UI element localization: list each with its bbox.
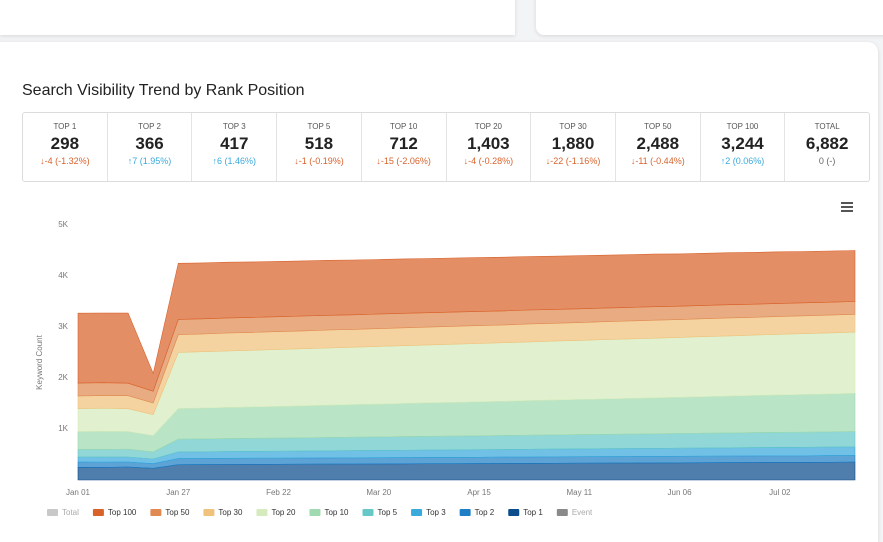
legend-swatch <box>47 509 58 516</box>
stat-change: -1 (-0.19%) <box>277 156 361 166</box>
legend-swatch <box>92 509 104 516</box>
area <box>77 250 856 392</box>
legend-label: Top 100 <box>108 508 137 517</box>
legend-label: Top 2 <box>475 508 495 517</box>
x-tick-label: Jun 06 <box>668 488 693 497</box>
top-left-panel <box>0 0 515 35</box>
legend-label: Total <box>62 508 79 517</box>
legend-swatch <box>150 509 162 516</box>
stat-change: 7 (1.95%) <box>108 156 192 166</box>
stat-value: 518 <box>304 134 334 153</box>
legend-label: Top 30 <box>218 508 243 517</box>
stat-label: TOP 5 <box>307 122 331 131</box>
y-axis-label: Keyword Count <box>35 334 44 389</box>
stat-box: TOP 30 1,880 -22 (-1.16%) <box>531 113 616 181</box>
legend-swatch <box>309 509 321 516</box>
legend-item[interactable]: Total <box>47 508 79 517</box>
legend-swatch <box>362 509 374 516</box>
legend-label: Top 50 <box>165 508 190 517</box>
x-tick-label: Mar 20 <box>366 488 391 497</box>
stat-value: 6,882 <box>805 134 849 153</box>
stat-label: TOP 50 <box>644 122 672 131</box>
stat-box: TOP 2 366 7 (1.95%) <box>108 113 193 181</box>
chart-title: Search Visibility Trend by Rank Position <box>22 82 305 99</box>
y-tick-label: 3K <box>58 322 68 331</box>
legend-label: Top 10 <box>324 508 349 517</box>
chart: 1K 2K 3K 4K 5K Keyword Count Jan 01 Jan 27 Feb 2… <box>35 202 856 517</box>
stat-change: -22 (-1.16%) <box>531 156 615 166</box>
stat-change: 6 (1.46%) <box>192 156 276 166</box>
legend-swatch <box>411 509 423 516</box>
stat-change: -11 (-0.44%) <box>616 156 700 166</box>
legend-item[interactable]: Top 20 <box>256 508 296 517</box>
stat-change: 2 (0.06%) <box>701 156 785 166</box>
stat-label: TOP 100 <box>726 122 759 131</box>
legend-item[interactable]: Top 10 <box>309 508 349 517</box>
stat-label: TOP 30 <box>559 122 587 131</box>
stat-box: TOTAL 6,882 0 (-) <box>785 113 869 181</box>
stat-label: TOP 3 <box>222 122 246 131</box>
x-tick-label: Apr 15 <box>467 488 491 497</box>
x-tick-label: Jul 02 <box>769 488 791 497</box>
legend-item[interactable]: Event <box>556 508 593 517</box>
stat-value: 2,488 <box>636 134 680 153</box>
x-tick-label: Jan 01 <box>66 488 91 497</box>
stat-value: 1,403 <box>467 134 510 153</box>
y-tick-label: 4K <box>58 271 68 280</box>
legend-label: Event <box>572 508 593 517</box>
x-tick-label: Jan 27 <box>166 488 191 497</box>
legend-item[interactable]: Top 2 <box>459 508 495 517</box>
stat-value: 3,244 <box>721 134 764 153</box>
y-tick-label: 2K <box>58 373 68 382</box>
stat-change: -4 (-0.28%) <box>447 156 531 166</box>
x-tick-label: Feb 22 <box>266 488 291 497</box>
stat-change: -15 (-2.06%) <box>362 156 446 166</box>
stat-label: TOP 1 <box>53 122 77 131</box>
stat-value: 366 <box>135 134 164 153</box>
page: Search Visibility Trend by Rank Position… <box>0 0 883 531</box>
stat-value: 417 <box>220 134 249 153</box>
legend-swatch <box>203 509 215 516</box>
legend-swatch <box>508 509 520 516</box>
legend-swatch <box>459 509 471 516</box>
legend-item[interactable]: Top 1 <box>508 508 543 517</box>
y-tick-label: 1K <box>58 424 68 433</box>
stat-box: TOP 50 2,488 -11 (-0.44%) <box>616 113 701 181</box>
stat-value: 298 <box>50 134 80 153</box>
legend-label: Top 3 <box>426 508 446 517</box>
x-tick-label: May 11 <box>566 488 592 497</box>
legend-label: Top 5 <box>378 508 398 517</box>
legend-label: Top 1 <box>523 508 543 517</box>
top-right-panel <box>536 0 883 35</box>
stat-label: TOP 10 <box>390 122 418 131</box>
stat-change: -4 (-1.32%) <box>23 156 107 166</box>
stat-box: TOP 20 1,403 -4 (-0.28%) <box>447 113 532 181</box>
legend-item[interactable]: Top 5 <box>362 508 398 517</box>
stat-label: TOP 20 <box>474 122 502 131</box>
legend-item[interactable]: Top 30 <box>203 508 243 517</box>
stat-label: TOP 2 <box>138 122 161 131</box>
y-tick-label: 5K <box>58 220 68 229</box>
stat-box: TOP 1 298 -4 (-1.32%) <box>23 113 108 181</box>
legend-item[interactable]: Top 50 <box>150 508 190 517</box>
stat-change: 0 (-) <box>818 156 836 166</box>
legend-item[interactable]: Top 3 <box>411 508 446 517</box>
stat-box: TOP 10 712 -15 (-2.06%) <box>362 113 447 181</box>
stat-value: 1,880 <box>551 134 595 153</box>
legend-item[interactable]: Top 100 <box>92 508 137 517</box>
stat-box: TOP 3 417 6 (1.46%) <box>192 113 278 181</box>
stat-box: TOP 100 3,244 2 (0.06%) <box>701 113 786 181</box>
legend-swatch <box>256 509 268 516</box>
legend-swatch <box>556 509 568 516</box>
stat-value: 712 <box>389 134 418 153</box>
stat-label: TOTAL <box>814 122 840 131</box>
stat-box: TOP 5 518 -1 (-0.19%) <box>277 113 362 181</box>
menu-icon[interactable] <box>841 202 853 212</box>
legend-label: Top 20 <box>271 508 296 517</box>
